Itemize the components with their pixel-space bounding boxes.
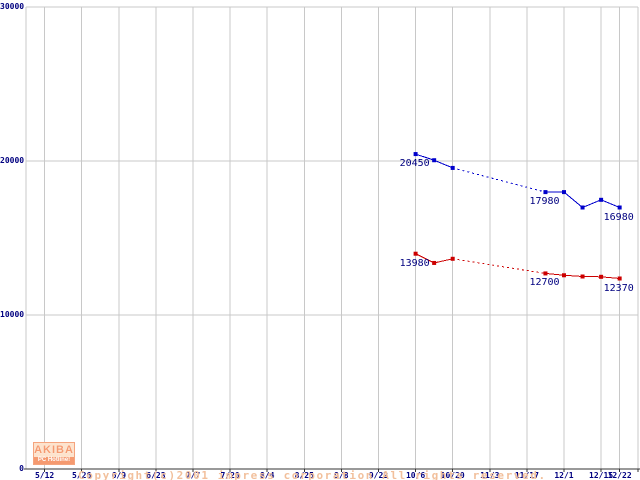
series-line <box>433 159 453 169</box>
series-line <box>600 199 620 208</box>
copyright-line: Copyright(c)2001 impress corporation All… <box>78 469 547 480</box>
data-point-marker <box>580 274 585 279</box>
x-axis-tick-label: 7/20 <box>220 471 240 480</box>
x-axis-tick-label: 6/9 <box>111 471 127 480</box>
data-point-marker <box>599 274 604 279</box>
data-point-marker <box>450 256 455 261</box>
x-axis-tick-label: 6/23 <box>146 471 166 480</box>
x-axis-tick-label: 5/12 <box>34 471 55 480</box>
series-line <box>434 258 453 264</box>
data-point-value-label: 20450 <box>399 158 430 170</box>
logo-subtitle-text: PC Hotline! <box>34 457 74 464</box>
x-axis-tick-label: 12/15 <box>589 471 614 480</box>
logo-title-text: AKIBA <box>34 444 74 456</box>
x-axis-tick-label: 11/17 <box>514 471 539 480</box>
y-axis-tick-label: 30000 <box>0 2 25 11</box>
data-point-marker <box>413 251 418 256</box>
data-point-marker <box>543 190 548 195</box>
data-point-marker <box>413 152 418 157</box>
series-line <box>545 272 565 276</box>
x-axis-tick-label: 9/22 <box>368 471 389 480</box>
data-point-marker <box>617 276 622 281</box>
akiba-pc-hotline-logo: AKIBA PC Hotline! <box>33 442 75 465</box>
x-axis-tick-label: 10/20 <box>440 471 465 480</box>
copyright-watermark: Copyright(c)2001 impress corporation All… <box>78 443 547 480</box>
series-line <box>415 153 435 161</box>
x-axis-tick-label: 11/3 <box>480 471 500 480</box>
data-point-value-label: 13980 <box>399 257 430 269</box>
data-point-marker <box>580 205 585 210</box>
x-axis-tick-label: 9/8 <box>334 471 349 480</box>
data-point-value-label: 16980 <box>603 211 634 223</box>
data-point-value-label: 12700 <box>529 277 560 289</box>
data-point-marker <box>599 197 604 202</box>
data-point-value-label: 17980 <box>529 196 560 208</box>
data-point-marker <box>562 273 566 278</box>
x-axis-tick-label: 5/26 <box>72 471 92 480</box>
x-axis-tick-label: 7/7 <box>185 471 201 480</box>
x-axis-tick-label: 12/22 <box>607 471 632 480</box>
x-axis-tick-label: 8/25 <box>294 471 314 480</box>
series-line <box>601 276 620 279</box>
data-point-marker <box>562 190 566 195</box>
data-point-marker <box>543 271 548 276</box>
series-line-dotted <box>452 258 546 274</box>
series-line-dotted <box>452 167 546 193</box>
series-line <box>563 274 583 277</box>
x-axis-tick-label: 10/6 <box>405 471 426 480</box>
series-line <box>563 191 583 208</box>
y-axis-tick-label: 10000 <box>0 310 25 319</box>
x-axis-tick-label: 12/1 <box>554 471 574 480</box>
data-point-marker <box>450 165 455 170</box>
series-line <box>582 199 602 208</box>
series-line <box>415 253 435 264</box>
data-point-marker <box>432 260 437 265</box>
data-point-marker <box>617 205 622 210</box>
y-axis-tick-label: 0 <box>19 464 24 473</box>
x-axis-tick-label: 8/4 <box>259 471 275 480</box>
data-point-marker <box>432 158 437 163</box>
y-axis-tick-label: 20000 <box>0 156 25 165</box>
data-point-value-label: 12370 <box>603 282 634 294</box>
